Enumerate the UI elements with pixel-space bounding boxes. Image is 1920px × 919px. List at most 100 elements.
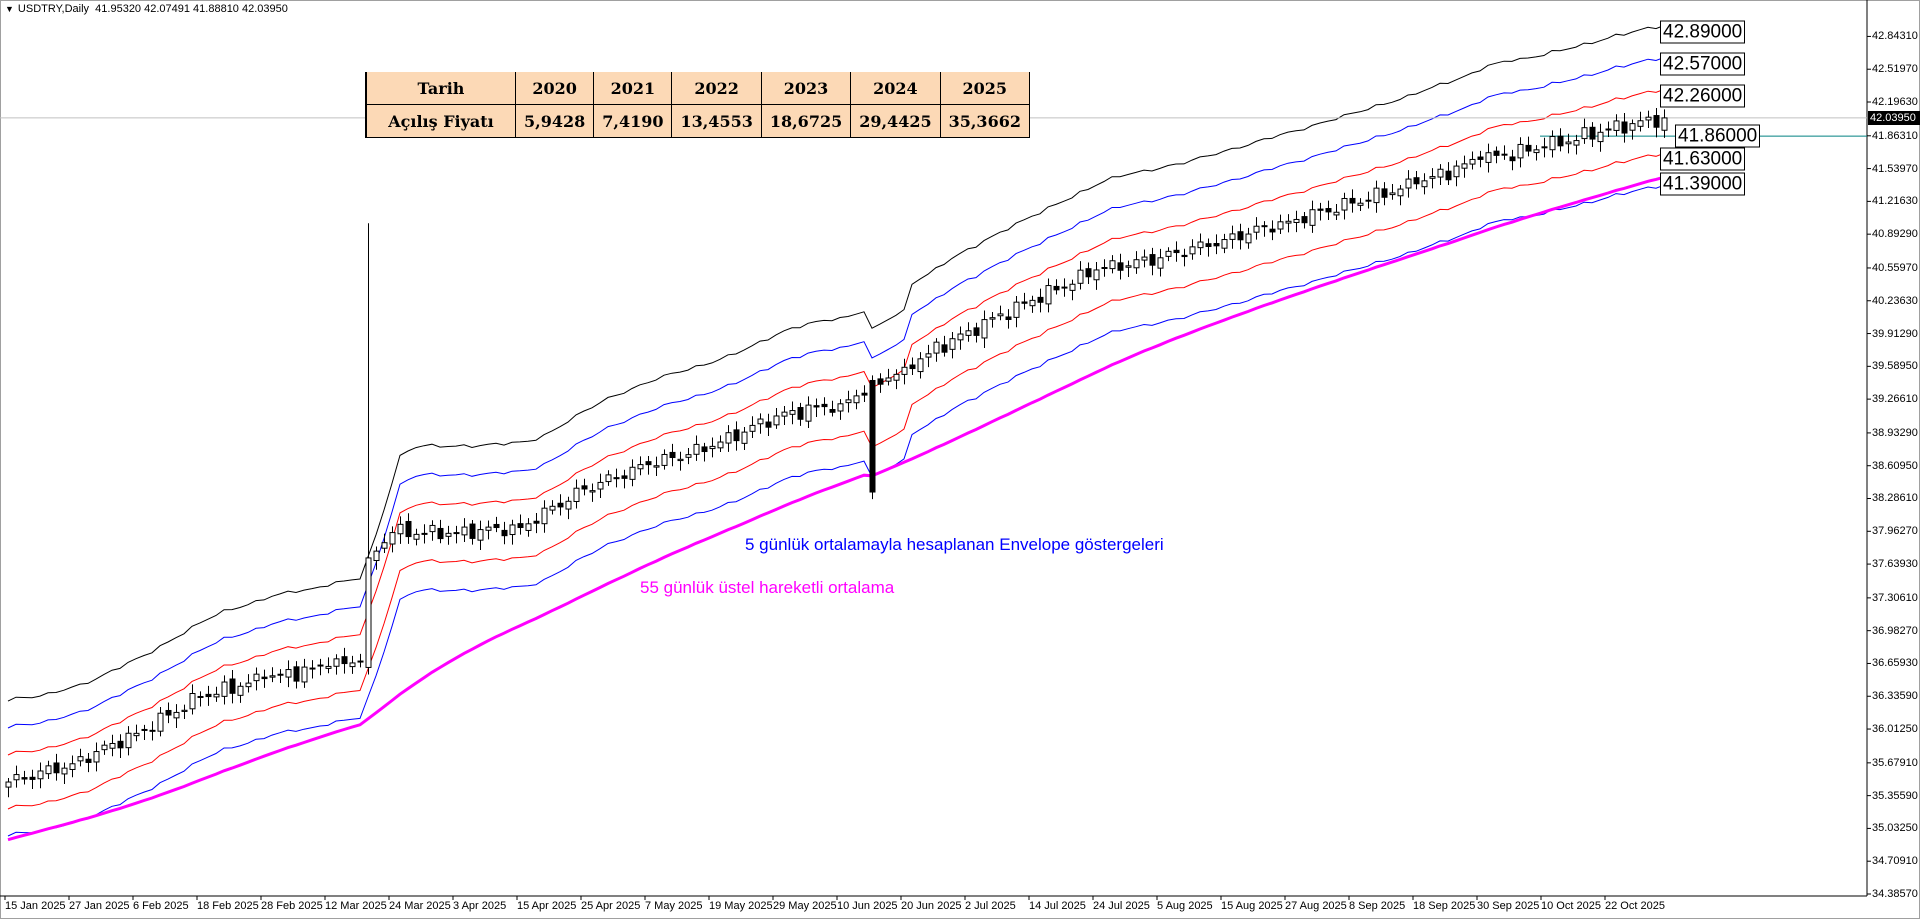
candle-body [1397, 188, 1404, 197]
envelope-line [7, 25, 1665, 702]
candle-body [1437, 168, 1444, 178]
candle-body [605, 474, 612, 483]
y-tick-label: 41.53970 [1872, 162, 1918, 175]
x-tick-label: 6 Feb 2025 [133, 900, 189, 912]
x-tick-label: 24 Jul 2025 [1093, 900, 1150, 912]
candle-body [1637, 120, 1644, 127]
candle-body [469, 523, 476, 539]
y-tick-label: 36.33590 [1872, 690, 1918, 703]
year-cell: 2022 [671, 72, 762, 105]
candle-body [477, 529, 484, 541]
y-tick-label: 38.60950 [1872, 459, 1918, 472]
x-tick-label: 12 Mar 2025 [325, 900, 387, 912]
candle-body [1269, 228, 1276, 233]
price-cell: 35,3662 [939, 104, 1030, 138]
level-label: 42.89000 [1660, 20, 1746, 44]
candle-body [445, 532, 452, 537]
x-tick-label: 30 Sep 2025 [1477, 900, 1540, 912]
level-label: 42.57000 [1660, 52, 1746, 76]
candle-body [85, 758, 92, 763]
ohlc-readout: 41.95320 42.07491 41.88810 42.03950 [95, 3, 288, 15]
candle-body [869, 379, 876, 493]
candle-body [925, 353, 932, 358]
candle-body [701, 446, 708, 453]
candle-body [213, 693, 220, 698]
y-tick-label: 42.84310 [1872, 30, 1918, 43]
candle-body [229, 678, 236, 694]
candle-body [1213, 243, 1220, 247]
candle-body [549, 505, 556, 511]
candle-body [1285, 220, 1292, 224]
candle-body [901, 366, 908, 375]
candle-body [1573, 140, 1580, 146]
candle-body [693, 443, 700, 455]
candle-body [1421, 180, 1428, 188]
candle-body [197, 695, 204, 698]
candle-body [509, 524, 516, 536]
candle-body [877, 378, 884, 385]
candle-body [45, 765, 52, 775]
candle-body [1517, 143, 1524, 159]
candle-body [1133, 259, 1140, 269]
candle-body [981, 319, 988, 339]
candle-body [1589, 126, 1596, 140]
candle-body [165, 709, 172, 716]
candle-body [1189, 246, 1196, 255]
candle-body [677, 458, 684, 462]
candle-body [1229, 233, 1236, 240]
candle-body [437, 527, 444, 540]
candle-body [181, 709, 188, 712]
candle-body [1021, 301, 1028, 304]
candle-body [1357, 202, 1364, 206]
candle-body [109, 742, 116, 749]
candle-body [1293, 218, 1300, 223]
y-tick-label: 37.30610 [1872, 591, 1918, 604]
dropdown-triangle-icon[interactable]: ▼ [5, 4, 14, 14]
candle-body [1205, 243, 1212, 248]
candle-body [21, 777, 28, 780]
candle-body [949, 338, 956, 350]
candle-body [629, 466, 636, 480]
candle-body [541, 507, 548, 525]
y-tick-label: 41.86310 [1872, 129, 1918, 142]
candle-body [93, 751, 100, 763]
candle-body [1453, 165, 1460, 178]
candle-body [757, 418, 764, 425]
candle-body [1029, 299, 1036, 307]
candle-body [653, 465, 660, 468]
candle-body [405, 520, 412, 538]
candle-body [1325, 208, 1332, 213]
y-tick-label: 40.89290 [1872, 228, 1918, 241]
candle-body [1645, 116, 1652, 121]
x-tick-label: 5 Aug 2025 [1157, 900, 1213, 912]
candle-body [1629, 123, 1636, 131]
candle-body [1461, 163, 1468, 169]
candle-body [885, 377, 892, 382]
candle-body [1093, 269, 1100, 281]
table-row: Açılış Fiyatı 5,9428 7,4190 13,4553 18,6… [365, 104, 1030, 138]
candle-body [533, 520, 540, 524]
candle-body [1181, 254, 1188, 258]
candle-body [1117, 262, 1124, 271]
x-tick-label: 10 Oct 2025 [1541, 900, 1601, 912]
candle-body [149, 729, 156, 732]
candle-body [1469, 158, 1476, 165]
candle-body [525, 523, 532, 531]
level-label: 41.39000 [1660, 172, 1746, 196]
candle-body [853, 395, 860, 404]
y-tick-label: 36.01250 [1872, 723, 1918, 736]
year-cell: 2024 [850, 72, 941, 105]
candle-body [773, 415, 780, 426]
y-tick-label: 36.65930 [1872, 657, 1918, 670]
candle-body [733, 429, 740, 442]
y-tick-label: 40.55970 [1872, 261, 1918, 274]
year-cell: 2023 [760, 72, 852, 105]
candle-body [1653, 115, 1660, 128]
x-tick-label: 15 Jan 2025 [5, 900, 66, 912]
candle-body [645, 461, 652, 466]
price-cell: 13,4553 [671, 104, 762, 138]
candle-body [1109, 260, 1116, 270]
y-tick-label: 41.21630 [1872, 195, 1918, 208]
candle-body [1389, 192, 1396, 196]
